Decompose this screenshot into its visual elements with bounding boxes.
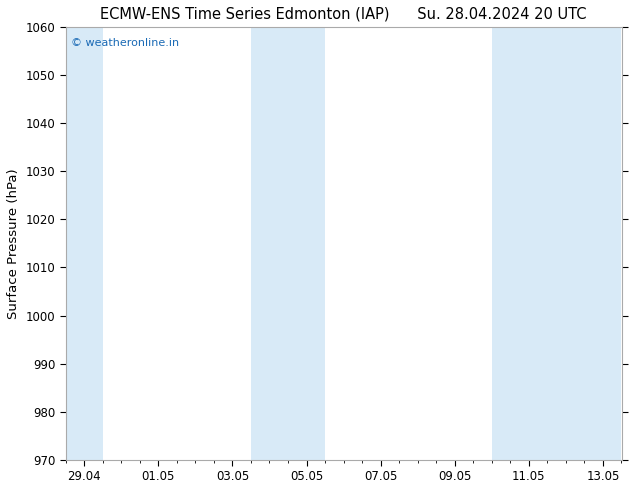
- Title: ECMW-ENS Time Series Edmonton (IAP)      Su. 28.04.2024 20 UTC: ECMW-ENS Time Series Edmonton (IAP) Su. …: [100, 7, 587, 22]
- Bar: [66, 27, 103, 460]
- Text: © weatheronline.in: © weatheronline.in: [71, 38, 179, 48]
- Y-axis label: Surface Pressure (hPa): Surface Pressure (hPa): [7, 168, 20, 319]
- Bar: [492, 27, 621, 460]
- Bar: [251, 27, 325, 460]
